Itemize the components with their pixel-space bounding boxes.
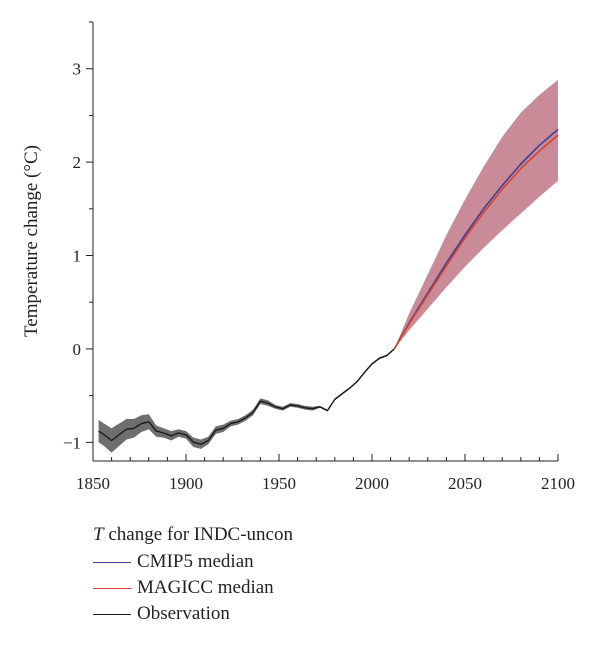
legend: T change for INDC-uncon CMIP5 median MAG…	[93, 522, 513, 627]
legend-title-variable: T	[93, 524, 104, 545]
legend-label-cmip5: CMIP5 median	[137, 551, 254, 572]
legend-title-text: change for INDC-uncon	[103, 524, 293, 545]
y-tick-label: 1	[73, 247, 82, 266]
x-tick-label: 1850	[76, 474, 110, 493]
observation-uncertainty-band	[98, 348, 395, 453]
legend-swatch-cmip5	[93, 561, 131, 563]
legend-swatch-magicc	[93, 587, 131, 589]
temperature-chart: 1850 1900 1950 2000 2050 2100 −1 0 1 2 3 Temperatu…	[21, 21, 575, 493]
legend-item-cmip5: CMIP5 median	[93, 549, 513, 575]
plot-area	[98, 79, 559, 453]
legend-swatch-observation	[93, 613, 131, 615]
axes: 1850 1900 1950 2000 2050 2100 −1 0 1 2 3	[63, 21, 575, 493]
legend-title: T change for INDC-uncon	[93, 522, 513, 548]
x-tick-label: 2050	[448, 474, 482, 493]
x-tick-label: 2100	[541, 474, 575, 493]
x-tick-label: 1900	[169, 474, 203, 493]
y-tick-label: 3	[73, 60, 82, 79]
y-tick-label: −1	[63, 433, 81, 452]
y-tick-label: 2	[73, 153, 82, 172]
y-tick-label: 0	[73, 340, 82, 359]
observation-line	[98, 348, 395, 445]
legend-item-magicc: MAGICC median	[93, 575, 513, 601]
y-axis-title: Temperature change (°C)	[21, 145, 42, 337]
x-tick-label: 2000	[355, 474, 389, 493]
legend-label-magicc: MAGICC median	[137, 577, 274, 598]
legend-label-observation: Observation	[137, 603, 230, 624]
magicc-median-line	[393, 134, 559, 350]
legend-item-observation: Observation	[93, 601, 513, 627]
x-tick-label: 1950	[262, 474, 296, 493]
